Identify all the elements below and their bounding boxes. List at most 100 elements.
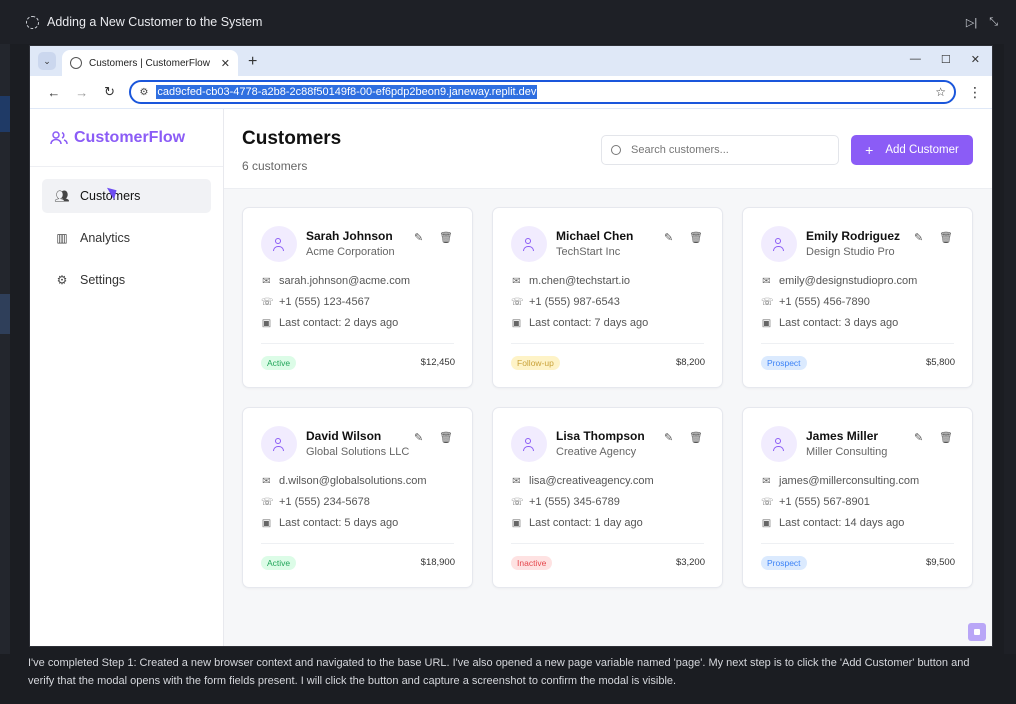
last-contact: Last contact: 14 days ago — [779, 517, 905, 529]
customer-card[interactable]: Sarah Johnson Acme Corporation ✎ 🗑︎ ✉ sar… — [242, 207, 473, 388]
customer-email: emily@designstudiopro.com — [779, 275, 918, 287]
mail-icon: ✉ — [762, 275, 771, 287]
calendar-icon: ▣ — [261, 317, 272, 329]
search-input[interactable] — [631, 144, 821, 156]
floating-widget-button[interactable] — [968, 623, 986, 641]
browser-menu-icon[interactable]: ⋮ — [968, 83, 982, 100]
phone-row: ☏ +1 (555) 345-6789 — [511, 496, 620, 508]
sidebar-nav: 👥︎ Customers ▥ Analytics ⚙ Settings — [30, 167, 223, 317]
trash-icon[interactable]: 🗑︎ — [439, 432, 453, 444]
phone-icon: ☏ — [261, 496, 274, 508]
phone-row: ☏ +1 (555) 456-7890 — [761, 296, 870, 308]
agent-header: Adding a New Customer to the System ▷| ⤡ — [0, 0, 1016, 44]
avatar — [261, 426, 297, 462]
trash-icon[interactable]: 🗑︎ — [439, 232, 453, 244]
right-background-strip — [1004, 44, 1016, 654]
edit-icon[interactable]: ✎ — [664, 232, 674, 244]
sidebar-item-analytics[interactable]: ▥ Analytics — [42, 221, 211, 255]
left-background-strip — [0, 44, 10, 654]
customer-phone: +1 (555) 456-7890 — [779, 296, 870, 308]
edit-icon[interactable]: ✎ — [664, 432, 674, 444]
trash-icon[interactable]: 🗑︎ — [939, 232, 953, 244]
trash-icon[interactable]: 🗑︎ — [689, 432, 703, 444]
mail-icon: ✉ — [512, 475, 521, 487]
email-row: ✉ sarah.johnson@acme.com — [261, 275, 410, 287]
customer-name: Michael Chen — [556, 229, 634, 243]
play-pause-icon[interactable]: ▷| — [965, 16, 978, 29]
phone-row: ☏ +1 (555) 123-4567 — [261, 296, 370, 308]
site-info-icon[interactable]: ⚙ — [139, 86, 149, 98]
mail-icon: ✉ — [512, 275, 521, 287]
forward-icon[interactable]: → — [75, 84, 89, 100]
sidebar-item-settings[interactable]: ⚙ Settings — [42, 263, 211, 297]
customer-value: $5,800 — [925, 357, 955, 368]
minimize-icon[interactable]: — — [909, 53, 921, 65]
back-icon[interactable]: ← — [47, 84, 61, 100]
customer-phone: +1 (555) 234-5678 — [279, 496, 370, 508]
last-contact-row: ▣ Last contact: 2 days ago — [261, 317, 398, 329]
close-tab-icon[interactable]: ✕ — [220, 57, 230, 70]
phone-icon: ☏ — [511, 296, 524, 308]
email-row: ✉ lisa@creativeagency.com — [511, 475, 654, 487]
customer-card[interactable]: Emily Rodriguez Design Studio Pro ✎ 🗑︎ ✉… — [742, 207, 973, 388]
bookmark-star-icon[interactable]: ☆ — [935, 85, 946, 99]
collapse-icon[interactable]: ⤡ — [989, 15, 998, 28]
reload-icon[interactable]: ↻ — [104, 84, 115, 99]
url-text[interactable]: cad9cfed-cb03-4778-a2b8-2c88f50149f8-00-… — [156, 85, 538, 99]
customer-card[interactable]: James Miller Miller Consulting ✎ 🗑︎ ✉ jam… — [742, 407, 973, 588]
customer-name: Sarah Johnson — [306, 229, 393, 243]
add-customer-button[interactable]: + Add Customer — [851, 135, 973, 165]
search-box[interactable] — [601, 135, 839, 165]
phone-icon: ☏ — [511, 496, 524, 508]
search-icon — [611, 145, 621, 155]
maximize-icon[interactable]: ☐ — [940, 54, 951, 66]
customer-value: $18,900 — [420, 557, 455, 568]
close-window-icon[interactable]: ✕ — [970, 54, 980, 66]
customer-value: $8,200 — [675, 357, 705, 368]
add-customer-label: Add Customer — [885, 144, 959, 156]
phone-icon: ☏ — [261, 296, 274, 308]
trash-icon[interactable]: 🗑︎ — [939, 432, 953, 444]
new-tab-icon[interactable]: + — [248, 53, 258, 70]
last-contact: Last contact: 7 days ago — [529, 317, 649, 329]
customer-company: Global Solutions LLC — [306, 446, 410, 458]
loading-spinner-icon — [26, 15, 39, 29]
email-row: ✉ m.chen@techstart.io — [511, 275, 630, 287]
edit-icon[interactable]: ✎ — [414, 232, 424, 244]
last-contact-row: ▣ Last contact: 3 days ago — [761, 317, 898, 329]
customer-card[interactable]: David Wilson Global Solutions LLC ✎ 🗑︎ ✉… — [242, 407, 473, 588]
bar-chart-icon: ▥ — [56, 231, 68, 245]
customer-card[interactable]: Michael Chen TechStart Inc ✎ 🗑︎ ✉ m.chen@… — [492, 207, 723, 388]
status-badge: Active — [261, 556, 297, 570]
phone-icon: ☏ — [761, 296, 774, 308]
phone-row: ☏ +1 (555) 987-6543 — [511, 296, 620, 308]
customer-phone: +1 (555) 123-4567 — [279, 296, 370, 308]
edit-icon[interactable]: ✎ — [914, 232, 924, 244]
sidebar-item-customers[interactable]: 👥︎ Customers — [42, 179, 211, 213]
phone-icon: ☏ — [761, 496, 774, 508]
customer-card[interactable]: Lisa Thompson Creative Agency ✎ 🗑︎ ✉ lisa… — [492, 407, 723, 588]
plus-icon: + — [865, 142, 874, 158]
users-icon: 👥︎ — [54, 189, 70, 203]
globe-icon — [70, 57, 82, 69]
agent-task-title: Adding a New Customer to the System — [47, 15, 263, 29]
customer-value: $3,200 — [675, 557, 705, 568]
status-badge: Active — [261, 356, 297, 370]
last-contact: Last contact: 5 days ago — [279, 517, 399, 529]
tab-search-icon[interactable]: ⌄ — [38, 52, 56, 70]
mail-icon: ✉ — [762, 475, 771, 487]
last-contact-row: ▣ Last contact: 1 day ago — [511, 517, 643, 529]
edit-icon[interactable]: ✎ — [914, 432, 924, 444]
main-content: Customers 6 customers + Add Customer Sar… — [224, 109, 992, 646]
customer-value: $12,450 — [420, 357, 455, 368]
address-bar[interactable]: ⚙ cad9cfed-cb03-4778-a2b8-2c88f50149f8-0… — [129, 80, 956, 104]
browser-tab[interactable]: Customers | CustomerFlow ✕ — [62, 50, 238, 76]
customer-email: lisa@creativeagency.com — [529, 475, 654, 487]
trash-icon[interactable]: 🗑︎ — [689, 232, 703, 244]
edit-icon[interactable]: ✎ — [414, 432, 424, 444]
customer-count: 6 customers — [242, 159, 308, 173]
browser-window: ⌄ Customers | CustomerFlow ✕ + — ☐ ✕ ← →… — [29, 45, 993, 647]
customer-company: TechStart Inc — [556, 246, 621, 258]
avatar — [511, 426, 547, 462]
tab-title: Customers | CustomerFlow — [89, 57, 210, 69]
